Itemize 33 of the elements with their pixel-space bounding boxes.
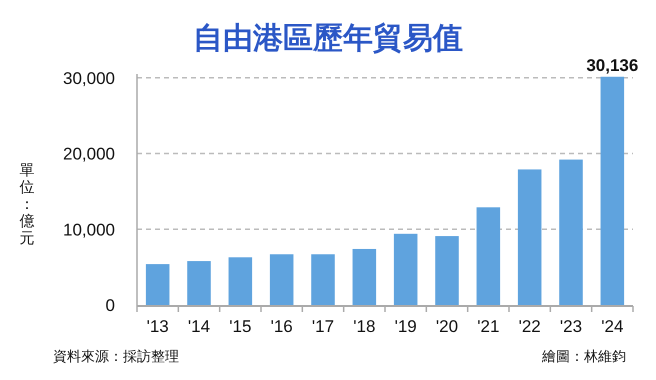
x-tick-label: '21 <box>477 317 500 336</box>
y-tick-label: 10,000 <box>63 220 115 240</box>
x-tick-label: '19 <box>394 317 417 336</box>
x-tick-label: '16 <box>270 317 293 336</box>
source-note: 資料來源：採訪整理 <box>53 348 179 364</box>
x-tick-label: '13 <box>146 317 169 336</box>
bar <box>435 236 459 305</box>
bar <box>394 234 418 305</box>
y-tick-label: 0 <box>106 296 115 315</box>
x-tick-label: '17 <box>312 317 334 336</box>
bar <box>311 254 335 305</box>
x-tick-label: '15 <box>229 317 252 336</box>
bar <box>476 207 500 305</box>
x-tick-label: '23 <box>560 317 582 336</box>
bar <box>146 264 170 305</box>
x-tick-label: '24 <box>601 317 624 336</box>
data-label: 30,136 <box>586 56 638 75</box>
chart-title: 自由港區歷年貿易值 <box>193 22 463 55</box>
y-tick-label: 30,000 <box>63 68 115 88</box>
bar <box>187 261 211 305</box>
y-axis-title: 單位：億元 <box>20 162 34 247</box>
x-tick-label: '20 <box>436 317 458 336</box>
bar <box>559 160 583 305</box>
bar <box>518 169 542 305</box>
text: 繪圖：林維鈞 <box>541 348 626 364</box>
bar <box>228 257 252 305</box>
x-tick-label: '18 <box>353 317 376 336</box>
y-tick-label: 20,000 <box>63 144 115 164</box>
bar <box>270 254 294 305</box>
bar <box>352 248 376 305</box>
x-tick-label: '22 <box>518 317 541 336</box>
bar <box>600 76 624 305</box>
x-tick-label: '14 <box>188 317 210 336</box>
